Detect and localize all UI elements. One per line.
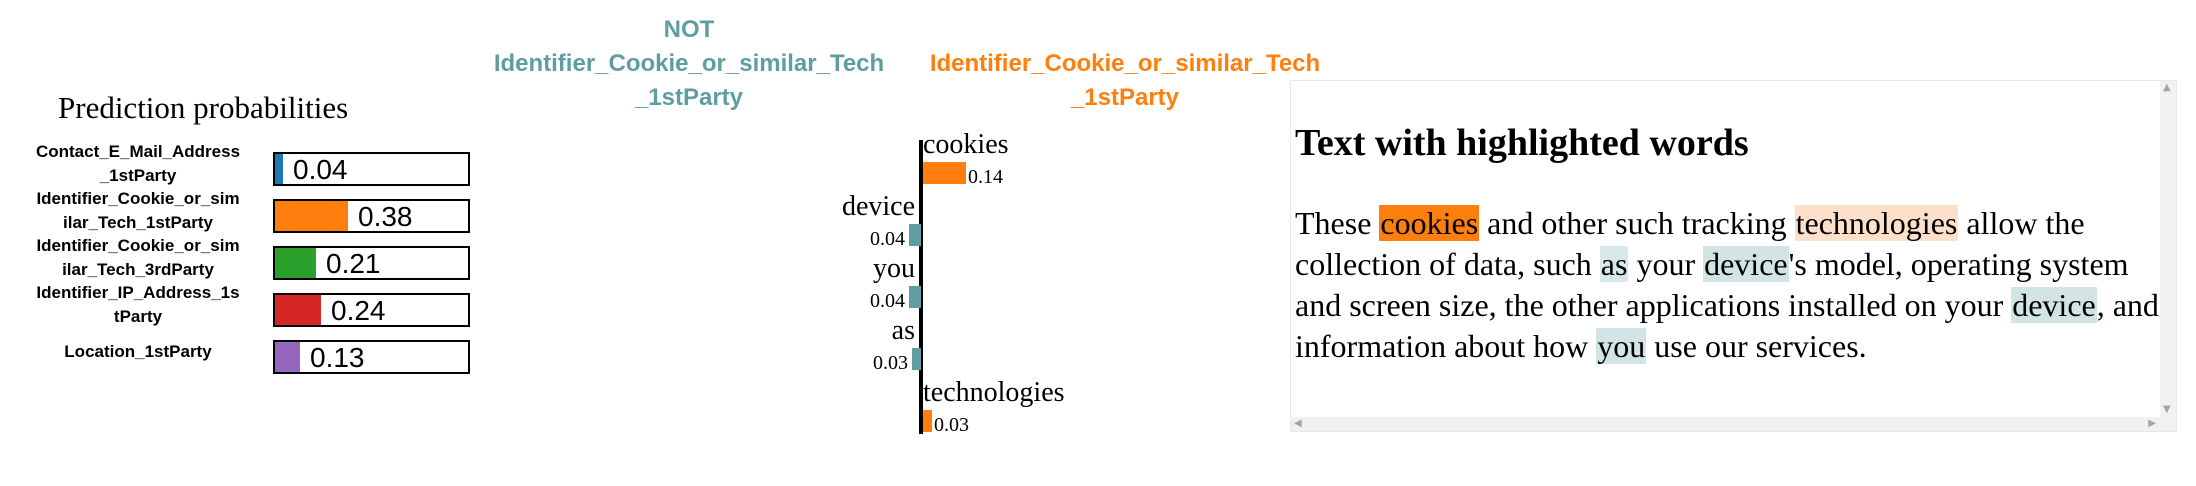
feature-weight-value: 0.14 [968,166,1003,188]
class-label-line: Contact_E_Mail_Address [35,142,241,161]
negative-header-line: Identifier_Cookie_or_similar_Tech [493,50,885,77]
highlighted-word: as [1599,246,1629,282]
probability-class-label: Identifier_Cookie_or_sim ilar_Tech_3rdPar… [22,234,254,282]
highlighted-text-panel[interactable]: Text with highlighted words These cookie… [1290,80,2177,432]
probability-row: Identifier_Cookie_or_sim ilar_Tech_1stPar… [0,189,480,245]
feature-weight-bar [923,162,966,184]
probability-class-label: Location_1stParty [22,340,254,364]
highlighted-word: device [1703,246,1789,282]
vertical-scrollbar[interactable]: ▲ ▼ [2160,81,2176,417]
feature-weight-value: 0.03 [873,352,908,374]
text-segment: 's model, operating system and screen si… [1295,246,2129,323]
text-segment: use our services. [1646,328,1867,364]
class-label-line: ilar_Tech_3rdParty [62,260,214,279]
highlighted-word: technologies [1794,205,1959,241]
class-label-line: _1stParty [99,166,177,185]
feature-word-label: device [841,191,915,222]
probability-value: 0.21 [326,248,381,279]
probability-bar [275,154,283,184]
probability-row: Location_1stParty 0.13 [0,340,480,386]
class-label-line: Identifier_Cookie_or_sim [36,236,240,255]
probability-class-label: Identifier_Cookie_or_sim ilar_Tech_1stPar… [22,187,254,235]
scroll-right-icon[interactable]: ▶ [2148,418,2156,429]
probability-bar-frame: 0.04 [273,152,470,186]
positive-class-header: Identifier_Cookie_or_similar_Tech _1stPa… [910,47,1340,115]
feature-weight-value: 0.04 [870,228,905,250]
feature-weight-value: 0.03 [934,414,969,436]
feature-weight-value: 0.04 [870,290,905,312]
probability-value: 0.04 [293,154,348,185]
positive-header-line: _1stParty [1070,84,1180,111]
probability-value: 0.13 [310,342,365,373]
feature-weight-bar [909,286,921,308]
prediction-probabilities-title: Prediction probabilities [58,90,349,125]
highlighted-text-body: These cookies and other such tracking te… [1295,203,2175,367]
feature-word-label: cookies [923,129,1009,160]
highlighted-text-title: Text with highlighted words [1295,122,1749,164]
text-segment: your [1628,246,1704,282]
probability-bar-frame: 0.21 [273,246,470,280]
probability-bar [275,295,321,325]
horizontal-scrollbar[interactable]: ◀ ▶ [1291,417,2176,431]
probability-bar [275,201,348,231]
probability-row: Contact_E_Mail_Address _1stParty 0.04 [0,142,480,198]
class-label-line: Identifier_IP_Address_1s [36,283,240,302]
scroll-down-icon[interactable]: ▼ [2163,404,2171,415]
feature-word-label: you [873,253,915,284]
scroll-left-icon[interactable]: ◀ [1294,418,1302,429]
negative-header-line: _1stParty [634,84,744,111]
probability-bar-frame: 0.13 [273,340,470,374]
class-label-line: Identifier_Cookie_or_sim [36,189,240,208]
text-segment: allow the collection of data, such [1295,205,2085,282]
feature-weight-axis [919,140,923,434]
scroll-up-icon[interactable]: ▲ [2163,82,2171,93]
text-segment: These [1295,205,1380,241]
positive-header-line: Identifier_Cookie_or_similar_Tech [929,50,1321,77]
negative-class-header: NOT Identifier_Cookie_or_similar_Tech _1… [474,13,904,115]
feature-weight-bar [912,348,921,370]
probability-value: 0.38 [358,201,413,232]
highlighted-word: you [1596,328,1647,364]
class-label-line: tParty [113,307,163,326]
probability-row: Identifier_IP_Address_1s tParty 0.24 [0,283,480,339]
highlighted-word: device [2011,287,2097,323]
probability-class-label: Contact_E_Mail_Address _1stParty [22,140,254,188]
negative-header-line: NOT [663,16,715,43]
feature-word-label: technologies [923,377,1065,408]
probability-row: Identifier_Cookie_or_sim ilar_Tech_3rdPar… [0,236,480,292]
class-label-line: Location_1stParty [64,342,212,361]
feature-weight-bar [909,224,921,246]
feature-word-label: as [891,315,915,346]
probability-bar-frame: 0.38 [273,199,470,233]
text-segment: and other such tracking [1479,205,1795,241]
highlighted-word: cookies [1379,205,1480,241]
feature-weight-bar [923,410,932,432]
probability-bar-frame: 0.24 [273,293,470,327]
text-segment: , and information about how [1295,287,2159,364]
class-label-line: ilar_Tech_1stParty [63,213,213,232]
probability-bar [275,342,300,372]
probability-class-label: Identifier_IP_Address_1s tParty [22,281,254,329]
probability-bar [275,248,316,278]
probability-value: 0.24 [331,295,386,326]
